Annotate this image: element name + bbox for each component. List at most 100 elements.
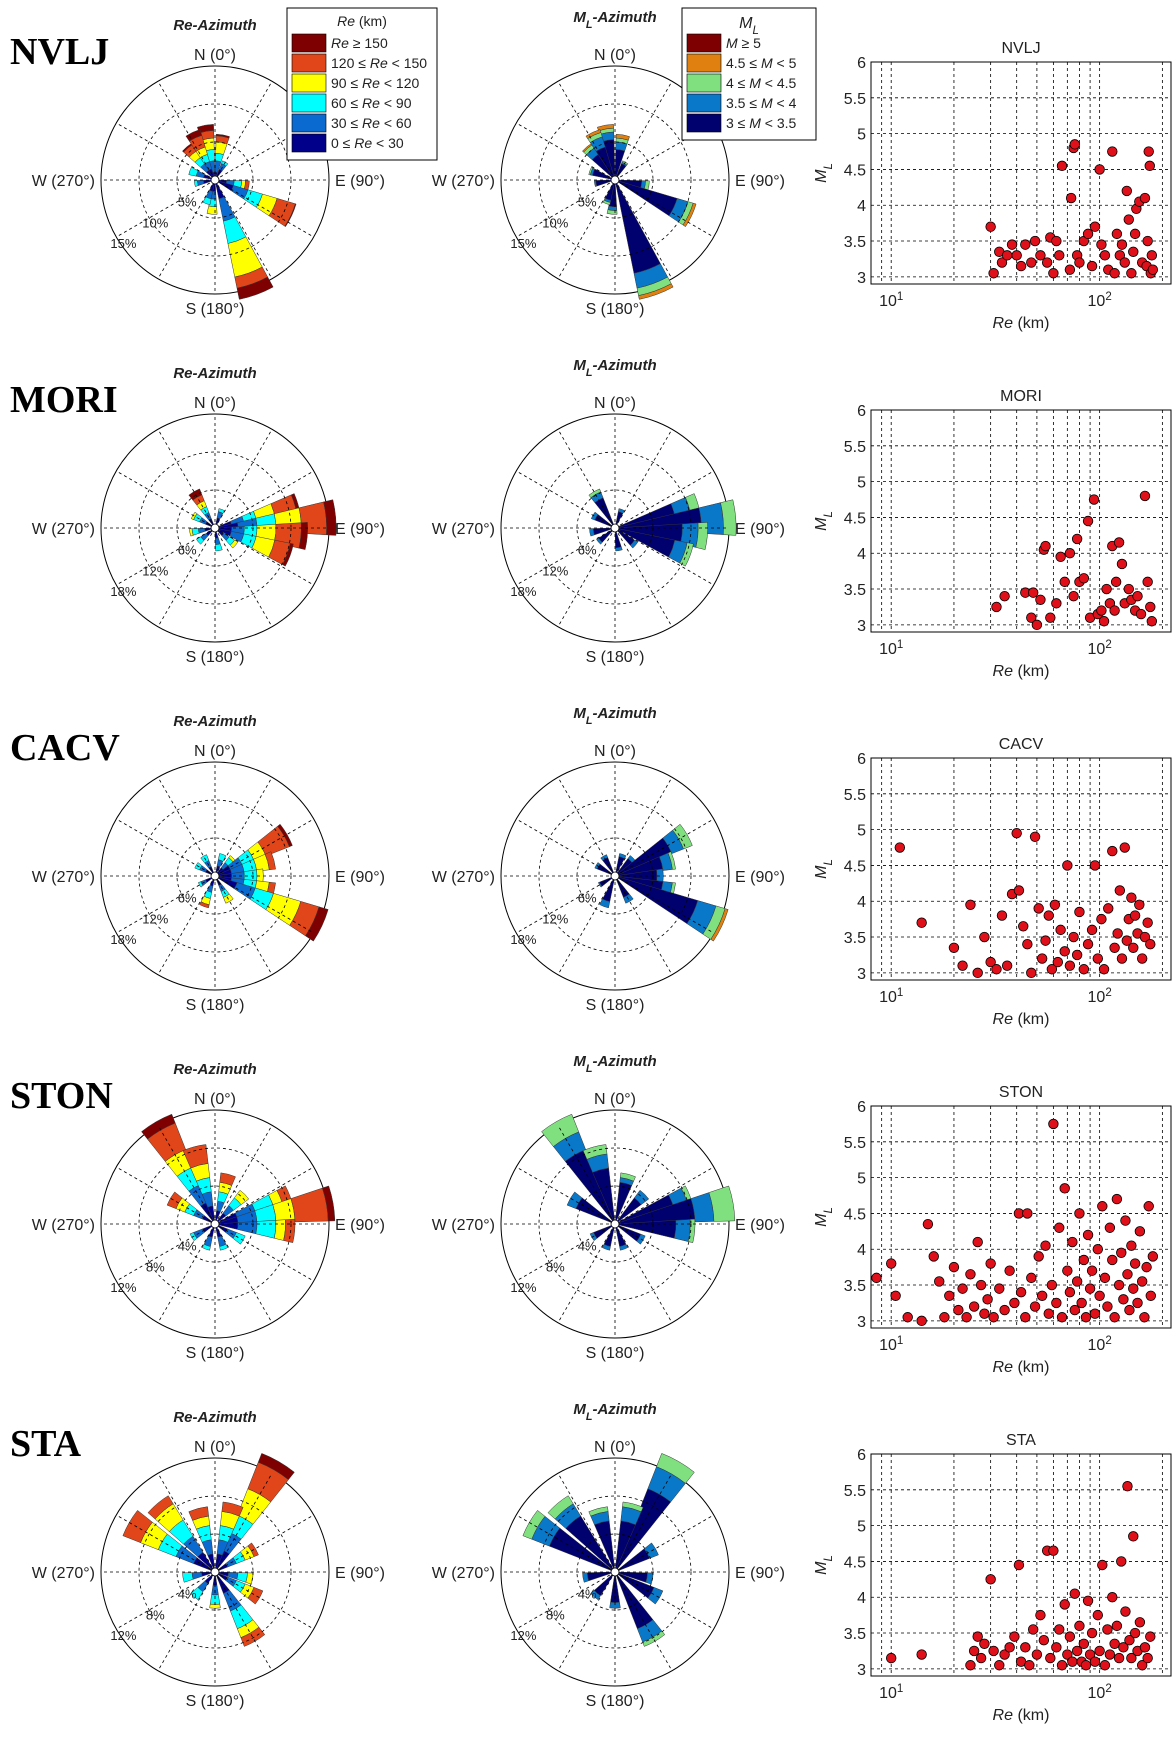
- scatter-point: [1137, 1277, 1147, 1287]
- scatter-point: [1026, 1273, 1036, 1283]
- scatter-point: [903, 1312, 913, 1322]
- scatter-point: [1034, 904, 1044, 914]
- scatter-point: [1079, 1255, 1089, 1265]
- scatter-point: [1054, 251, 1064, 261]
- scatter-point: [966, 1660, 976, 1670]
- compass-west-label: W (270°): [32, 1217, 95, 1234]
- rose-ring-label: 18%: [110, 584, 136, 599]
- scatter-point: [1057, 161, 1067, 171]
- scatter-point: [917, 918, 927, 928]
- scatter-point: [1049, 1546, 1059, 1556]
- rose-ring-label: 18%: [110, 932, 136, 947]
- scatter-point: [1065, 961, 1075, 971]
- compass-east-label: E (90°): [735, 869, 785, 886]
- scatter-point: [1060, 1184, 1070, 1194]
- scatter-point: [1110, 268, 1120, 278]
- scatter-point: [1054, 1625, 1064, 1635]
- scatter-point: [1052, 1298, 1062, 1308]
- scatter-point: [989, 1646, 999, 1656]
- scatter-point: [1025, 1660, 1035, 1670]
- scatter-ytick-label: 6: [857, 55, 866, 72]
- scatter-plot: 33.544.555.56101 102NVLJRe (km)ML: [813, 40, 1171, 332]
- scatter-ytick-label: 4: [857, 1242, 866, 1259]
- scatter-xtick-label: 101: [879, 639, 903, 658]
- rose-center: [611, 872, 619, 880]
- scatter-point: [1005, 1266, 1015, 1276]
- compass-south-label: S (180°): [586, 997, 645, 1014]
- compass-west-label: W (270°): [32, 173, 95, 190]
- scatter-point: [1000, 591, 1010, 601]
- station-row-ston: STON Re-Azimuth 4% 8% 12% N (0°) S (180°) W (27…: [0, 1044, 1176, 1392]
- compass-east-label: E (90°): [735, 1217, 785, 1234]
- scatter-point: [1063, 861, 1073, 871]
- scatter-xtick-label: 101: [879, 1683, 903, 1702]
- scatter-title: NVLJ: [1001, 40, 1040, 57]
- scatter-point: [1130, 229, 1140, 239]
- scatter-point: [1112, 229, 1122, 239]
- compass-west-label: W (270°): [32, 869, 95, 886]
- scatter-point: [958, 961, 968, 971]
- re-rose-title: Re-Azimuth: [173, 365, 256, 382]
- scatter-point: [1144, 147, 1154, 157]
- scatter-point: [1098, 1201, 1108, 1211]
- scatter-point: [1123, 1269, 1133, 1279]
- scatter-point: [966, 1269, 976, 1279]
- scatter-point: [980, 932, 990, 942]
- scatter-point: [1079, 1639, 1089, 1649]
- scatter-point: [1112, 1194, 1122, 1204]
- legend-entry-label: M ≥ 5: [726, 35, 761, 51]
- scatter-xtick-label: 101: [879, 987, 903, 1006]
- scatter-point: [1113, 929, 1123, 939]
- rose-ring-label: 12%: [510, 1628, 536, 1643]
- scatter-point: [1133, 591, 1143, 601]
- scatter-point: [1095, 165, 1105, 175]
- scatter-point: [1026, 258, 1036, 268]
- legend-entry-label: 4 ≤ M < 4.5: [726, 75, 797, 91]
- rose-plot: 4%8%12%N (0°)S (180°)W (270°) E (90°): [432, 1439, 785, 1710]
- scatter-point: [1097, 606, 1107, 616]
- scatter-point: [1046, 1653, 1056, 1663]
- scatter-point: [1065, 265, 1075, 275]
- scatter-point: [1112, 1621, 1122, 1631]
- scatter-point: [1052, 599, 1062, 609]
- scatter-ytick-label: 3.5: [844, 930, 866, 947]
- scatter-point: [1000, 1305, 1010, 1315]
- scatter-ytick-label: 4.5: [844, 1206, 866, 1223]
- scatter-point: [1117, 240, 1127, 250]
- rose-plot: 4%8%12%N (0°)S (180°)W (270°) E (90°): [32, 1439, 385, 1710]
- scatter-point: [1100, 251, 1110, 261]
- scatter-point: [958, 1284, 968, 1294]
- scatter-point: [973, 968, 983, 978]
- scatter-point: [1128, 247, 1138, 257]
- scatter-ytick-label: 5.5: [844, 1135, 866, 1152]
- rose-wedge-segment: [274, 1220, 285, 1241]
- scatter-xtick-label: 102: [1088, 291, 1112, 310]
- scatter-point: [1060, 947, 1070, 957]
- rose-center: [611, 1220, 619, 1228]
- scatter-ytick-label: 6: [857, 751, 866, 768]
- scatter-plot: 33.544.555.56101 102CACVRe (km)ML: [813, 736, 1171, 1028]
- rose-ring-label: 8%: [546, 1259, 565, 1274]
- scatter-point: [1133, 1298, 1143, 1308]
- compass-south-label: S (180°): [186, 301, 245, 318]
- legend-swatch: [687, 34, 721, 52]
- scatter-axes-box: [871, 62, 1171, 284]
- scatter-point: [1121, 1216, 1131, 1226]
- scatter-xtick-label: 102: [1088, 1335, 1112, 1354]
- scatter-point: [1012, 251, 1022, 261]
- scatter-point: [886, 1653, 896, 1663]
- compass-east-label: E (90°): [735, 521, 785, 538]
- scatter-point: [949, 943, 959, 953]
- scatter-xlabel: Re (km): [993, 315, 1050, 332]
- scatter-point: [1010, 1632, 1020, 1642]
- re-rose-title: Re-Azimuth: [173, 1409, 256, 1426]
- scatter-title: STON: [999, 1084, 1043, 1101]
- compass-west-label: W (270°): [432, 521, 495, 538]
- scatter-ytick-label: 4: [857, 1590, 866, 1607]
- row-graphics: Re-Azimuth6%12%18%N (0°)S (180°)W (270°)…: [0, 348, 1176, 696]
- scatter-point: [1002, 251, 1012, 261]
- scatter-point: [1119, 1295, 1129, 1305]
- legend-swatch: [292, 94, 326, 112]
- scatter-plot: 33.544.555.56101 102STARe (km)ML: [813, 1432, 1171, 1724]
- scatter-point: [1050, 900, 1060, 910]
